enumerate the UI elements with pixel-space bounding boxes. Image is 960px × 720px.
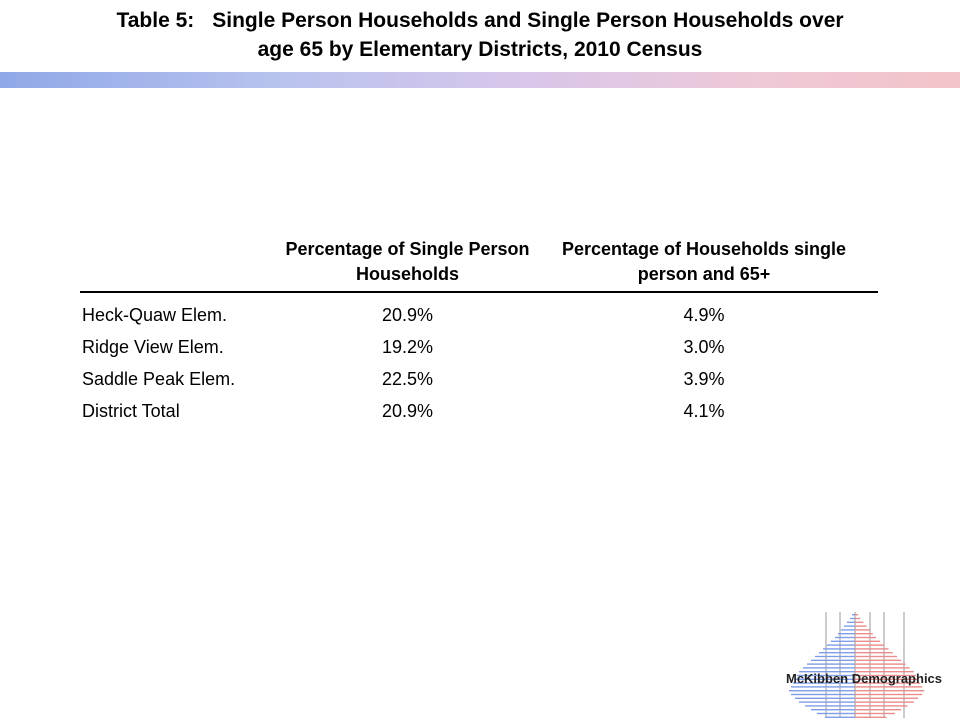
households-table: Percentage of Single Person Households P… xyxy=(80,237,878,427)
logo-bar-left xyxy=(825,716,855,718)
title-label: Table 5: xyxy=(116,9,195,32)
logo-bar-left xyxy=(797,674,855,677)
logo-bar-right xyxy=(855,644,885,646)
logo-bar-left xyxy=(852,614,855,616)
logo-bar-left xyxy=(795,678,855,680)
logo-bar-right xyxy=(855,674,916,677)
logo-bar-right xyxy=(855,678,918,680)
logo-bar-right xyxy=(855,659,902,661)
logo-bar-right xyxy=(855,617,861,620)
logo-bar-right xyxy=(855,682,921,684)
logo-bar-right xyxy=(855,652,893,654)
logo-bar-left xyxy=(799,701,855,703)
logo-bar-left xyxy=(807,663,855,665)
logo-bar-right xyxy=(855,655,897,658)
logo-bar-right xyxy=(855,636,876,639)
title-line-1: Table 5: Single Person Households and Sin… xyxy=(0,6,960,35)
logo-bar-left xyxy=(850,617,855,620)
logo-bar-left xyxy=(799,671,855,673)
logo-bar-left xyxy=(789,690,855,692)
logo-bar-right xyxy=(855,614,859,616)
logo-bar-right xyxy=(855,701,914,703)
title-line-1-text: Single Person Households and Single Pers… xyxy=(212,9,844,32)
row-district-name: Ridge View Elem. xyxy=(82,336,224,357)
logo-bar-right xyxy=(855,629,870,631)
row-single-pct: 19.2% xyxy=(381,336,434,357)
logo-bar-left xyxy=(791,693,855,696)
table-header-row: Percentage of Single Person Households P… xyxy=(80,237,878,293)
logo-bar-right xyxy=(855,648,889,650)
table-row: Heck-Quaw Elem. 20.9% 4.9% xyxy=(80,292,878,331)
logo-bar-left xyxy=(847,621,855,623)
row-district-name: District Total xyxy=(82,400,180,421)
table-row: Saddle Peak Elem. 22.5% 3.9% xyxy=(80,363,878,395)
table-header-single: Percentage of Single Person Households xyxy=(285,237,530,293)
logo-bar-right xyxy=(855,693,923,696)
logo-bar-left xyxy=(844,625,855,627)
logo-bar-left xyxy=(815,655,855,658)
logo-bar-left xyxy=(823,648,855,650)
logo-bar-right xyxy=(855,633,873,635)
logo-bar-left xyxy=(827,644,855,646)
logo-bar-left xyxy=(831,640,855,642)
logo-bar-right xyxy=(855,697,918,699)
row-single-pct: 20.9% xyxy=(381,400,434,421)
logo-pyramid-bars xyxy=(789,614,925,718)
logo-bar-left xyxy=(795,697,855,699)
logo-bar-right xyxy=(855,625,867,627)
logo-wordmark: McKibben Demographics xyxy=(785,671,943,686)
logo-bar-left xyxy=(791,686,855,688)
logo-bar-right xyxy=(855,709,902,711)
logo-bar-right xyxy=(855,705,908,707)
page-title: Table 5: Single Person Households and Sin… xyxy=(0,6,960,64)
logo-bar-right xyxy=(855,671,914,673)
logo-bar-right xyxy=(855,712,895,715)
table-row: District Total 20.9% 4.1% xyxy=(80,395,878,427)
table-header-single-65: Percentage of Households single person a… xyxy=(530,237,878,293)
row-single-65-pct: 3.0% xyxy=(683,336,725,357)
row-single-65-pct: 4.9% xyxy=(683,304,725,325)
logo-bar-left xyxy=(811,709,855,711)
logo-bar-left xyxy=(838,633,855,635)
row-district-name: Saddle Peak Elem. xyxy=(82,368,236,389)
logo-bar-right xyxy=(855,663,906,665)
row-single-65-pct: 4.1% xyxy=(683,400,725,421)
logo-bar-right xyxy=(855,667,910,669)
logo-bar-left xyxy=(817,712,855,715)
logo-bar-left xyxy=(803,667,855,669)
row-single-pct: 20.9% xyxy=(381,304,434,325)
logo-bar-right xyxy=(855,716,887,718)
logo-bar-right xyxy=(855,621,864,623)
logo-bar-right xyxy=(855,640,881,642)
population-pyramid-logo-icon xyxy=(789,612,925,718)
logo-bar-left xyxy=(805,705,855,707)
logo-bar-left xyxy=(811,659,855,661)
table-row: Ridge View Elem. 19.2% 3.0% xyxy=(80,331,878,363)
logo-bar-left xyxy=(841,629,855,631)
title-line-2: age 65 by Elementary Districts, 2010 Cen… xyxy=(257,38,703,61)
row-district-name: Heck-Quaw Elem. xyxy=(82,304,228,325)
logo-bar-right xyxy=(855,686,923,688)
table-header-stub xyxy=(80,237,285,293)
row-single-65-pct: 3.9% xyxy=(683,368,725,389)
row-single-pct: 22.5% xyxy=(381,368,434,389)
decorative-gradient-bar xyxy=(0,72,960,88)
logo-bar-right xyxy=(855,690,925,692)
logo-bar-left xyxy=(819,652,855,654)
logo-bar-left xyxy=(835,636,855,639)
logo-bar-left xyxy=(793,682,855,684)
